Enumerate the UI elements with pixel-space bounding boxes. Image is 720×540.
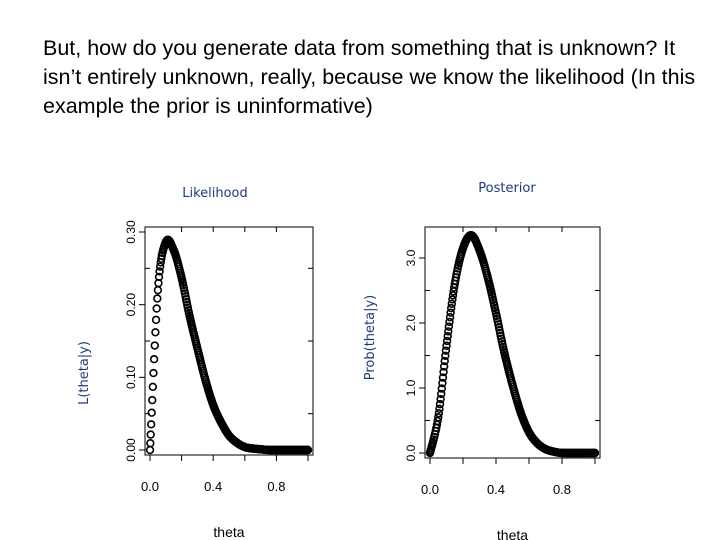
slide-body-text: But, how do you generate data from somet…: [43, 36, 696, 118]
y-tick-label: 0.30: [124, 220, 138, 244]
data-point: [442, 336, 452, 346]
data-point: [149, 368, 158, 378]
data-point: [153, 294, 162, 303]
data-point: [434, 413, 443, 422]
data-point: [149, 355, 159, 364]
data-point: [445, 313, 455, 322]
data-point: [437, 384, 446, 393]
data-point: [148, 382, 158, 392]
data-point: [154, 272, 164, 282]
data-point: [440, 356, 449, 366]
data-point: [447, 299, 457, 308]
data-point: [444, 327, 453, 336]
data-point: [146, 420, 156, 429]
x-tick-label: 0.8: [553, 482, 571, 497]
posterior-chart: Posterior 0.0 1.0 2.0 3.0 0.0 0.4 0.8 theta Prob(…: [363, 181, 601, 540]
data-point: [303, 445, 313, 455]
y-tick-label: 0.20: [124, 293, 138, 317]
y-tick-label: 1.0: [404, 379, 418, 396]
data-point: [438, 373, 448, 382]
data-point: [439, 362, 449, 371]
x-tick-label: 0.8: [267, 479, 285, 494]
data-point: [435, 404, 444, 414]
data-point: [445, 317, 454, 327]
data-point: [150, 341, 159, 350]
data-point: [447, 303, 456, 313]
y-tick-label: 2.0: [404, 314, 418, 331]
data-point: [152, 304, 161, 313]
data-point: [441, 351, 450, 360]
x-tick-label: 0.0: [421, 482, 439, 497]
data-point: [438, 378, 447, 388]
data-point: [434, 409, 444, 418]
x-axis-label: theta: [497, 527, 528, 540]
data-point: [146, 430, 155, 439]
chart-title: Likelihood: [182, 186, 248, 201]
data-point: [448, 295, 457, 304]
plot-box: [424, 226, 601, 459]
x-axis-label: theta: [213, 524, 244, 540]
data-point: [146, 439, 155, 448]
data-point: [435, 399, 445, 409]
data-point: [441, 346, 451, 355]
y-axis-label: L(theta|y): [77, 341, 92, 405]
data-point: [436, 394, 445, 404]
data-point: [155, 267, 164, 276]
data-point: [155, 262, 165, 271]
data-point: [433, 416, 442, 426]
data-series: [145, 235, 313, 455]
data-point: [590, 448, 600, 458]
data-point: [145, 445, 155, 455]
x-tick-label: 0.4: [204, 479, 222, 494]
data-point: [442, 341, 451, 350]
data-point: [443, 331, 452, 341]
data-point: [446, 308, 455, 317]
plot-box: [144, 226, 314, 456]
x-tick-label: 0.4: [487, 482, 505, 497]
data-point: [444, 322, 454, 331]
y-tick-label: 0.10: [124, 365, 138, 389]
chart-title: Posterior: [478, 181, 536, 196]
data-point: [148, 395, 157, 405]
data-series: [425, 231, 600, 458]
data-point: [153, 285, 163, 295]
y-tick-label: 0.0: [404, 444, 418, 461]
x-tick-label: 0.0: [141, 479, 159, 494]
y-axis-label: Prob(theta|y): [363, 295, 378, 381]
data-point: [147, 408, 156, 417]
data-point: [439, 367, 448, 377]
data-point: [151, 328, 160, 337]
y-tick-label: 0.00: [124, 438, 138, 462]
y-tick-label: 3.0: [404, 249, 418, 266]
data-point: [436, 389, 446, 399]
likelihood-chart: Likelihood 0.00 0.10 0.20 0.30 0.0 0.4 0.8 theta…: [77, 186, 314, 540]
data-point: [448, 291, 458, 300]
data-point: [151, 315, 161, 325]
